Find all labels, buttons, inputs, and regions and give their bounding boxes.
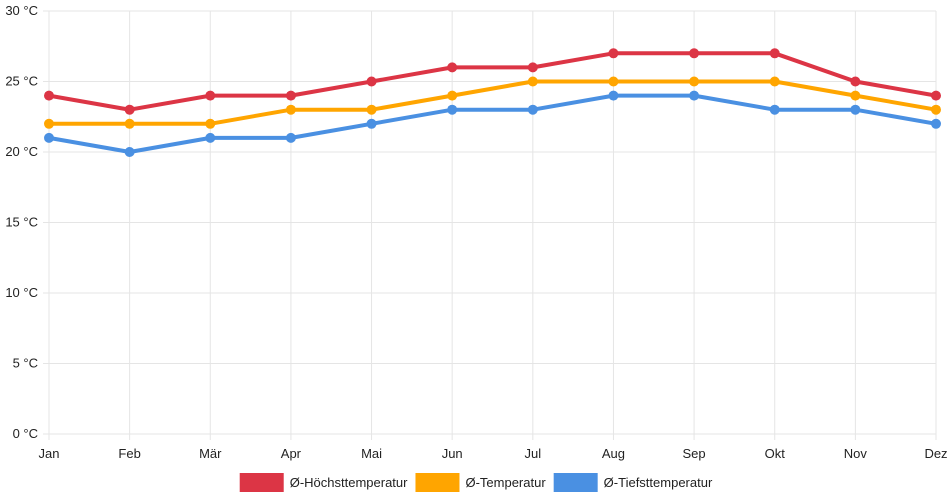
data-point[interactable]: [850, 90, 861, 101]
axes: 0 °C 5 °C 10 °C 15 °C 20 °C 25 °C 30 °C Jan Feb M…: [5, 3, 947, 461]
data-point[interactable]: [689, 90, 700, 101]
data-point[interactable]: [366, 76, 377, 87]
x-tick-label: Jul: [525, 446, 542, 461]
data-point[interactable]: [285, 104, 296, 115]
series-tiefsttemperatur: [44, 90, 941, 157]
legend[interactable]: Ø-Höchsttemperatur Ø-Temperatur Ø-Tiefstte…: [239, 473, 713, 492]
data-point[interactable]: [447, 90, 458, 101]
data-point[interactable]: [447, 104, 458, 115]
series-line: [47, 51, 938, 112]
data-point[interactable]: [285, 132, 296, 143]
data-point[interactable]: [608, 76, 619, 87]
series-höchsttemperatur: [44, 48, 941, 115]
data-point[interactable]: [366, 118, 377, 129]
y-tick-label: 25 °C: [5, 74, 38, 89]
x-tick-label: Jan: [39, 446, 60, 461]
series-line: [47, 93, 938, 154]
x-tick-label: Apr: [281, 446, 302, 461]
x-tick-label: Sep: [683, 446, 706, 461]
legend-swatch: [415, 473, 460, 492]
data-point[interactable]: [44, 118, 54, 129]
data-point[interactable]: [689, 48, 700, 59]
data-point[interactable]: [205, 118, 216, 129]
y-tick-label: 10 °C: [5, 285, 38, 300]
data-point[interactable]: [931, 104, 941, 115]
data-point[interactable]: [931, 118, 941, 129]
legend-item-höchsttemperatur[interactable]: Ø-Höchsttemperatur: [239, 473, 408, 492]
data-point[interactable]: [285, 90, 296, 101]
data-point[interactable]: [850, 76, 861, 87]
data-point[interactable]: [931, 90, 941, 101]
data-point[interactable]: [44, 132, 54, 143]
data-point[interactable]: [527, 104, 538, 115]
x-tick-label: Mär: [199, 446, 222, 461]
data-point[interactable]: [447, 62, 458, 73]
data-point[interactable]: [527, 76, 538, 87]
data-point[interactable]: [608, 90, 619, 101]
legend-label: Ø-Temperatur: [465, 475, 546, 490]
data-point[interactable]: [124, 118, 135, 129]
legend-swatch: [553, 473, 598, 492]
y-tick-label: 5 °C: [13, 356, 38, 371]
series-lines: [44, 48, 941, 157]
data-point[interactable]: [689, 76, 700, 87]
data-point[interactable]: [205, 132, 216, 143]
data-point[interactable]: [769, 48, 780, 59]
y-tick-label: 30 °C: [5, 3, 38, 18]
y-tick-label: 15 °C: [5, 215, 38, 230]
data-point[interactable]: [850, 104, 861, 115]
data-point[interactable]: [608, 48, 619, 59]
data-point[interactable]: [124, 147, 135, 157]
grid: [43, 10, 937, 440]
series-line: [47, 79, 938, 126]
x-tick-label: Mai: [361, 446, 382, 461]
data-point[interactable]: [769, 76, 780, 87]
y-tick-label: 20 °C: [5, 144, 38, 159]
legend-swatch: [239, 473, 284, 492]
x-tick-label: Nov: [844, 446, 868, 461]
legend-item-temperatur[interactable]: Ø-Temperatur: [415, 473, 546, 492]
data-point[interactable]: [366, 104, 377, 115]
data-point[interactable]: [769, 104, 780, 115]
series-temperatur: [44, 76, 941, 129]
x-tick-label: Jun: [442, 446, 463, 461]
y-tick-label: 0 °C: [13, 426, 38, 441]
x-tick-label: Feb: [118, 446, 140, 461]
x-tick-label: Dez: [924, 446, 947, 461]
data-point[interactable]: [44, 90, 54, 101]
x-tick-label: Aug: [602, 446, 625, 461]
data-point[interactable]: [124, 104, 135, 115]
legend-label: Ø-Tiefsttemperatur: [604, 475, 713, 490]
legend-item-tiefsttemperatur[interactable]: Ø-Tiefsttemperatur: [553, 473, 713, 492]
data-point[interactable]: [205, 90, 216, 101]
data-point[interactable]: [527, 62, 538, 73]
x-tick-label: Okt: [765, 446, 786, 461]
legend-label: Ø-Höchsttemperatur: [290, 475, 408, 490]
